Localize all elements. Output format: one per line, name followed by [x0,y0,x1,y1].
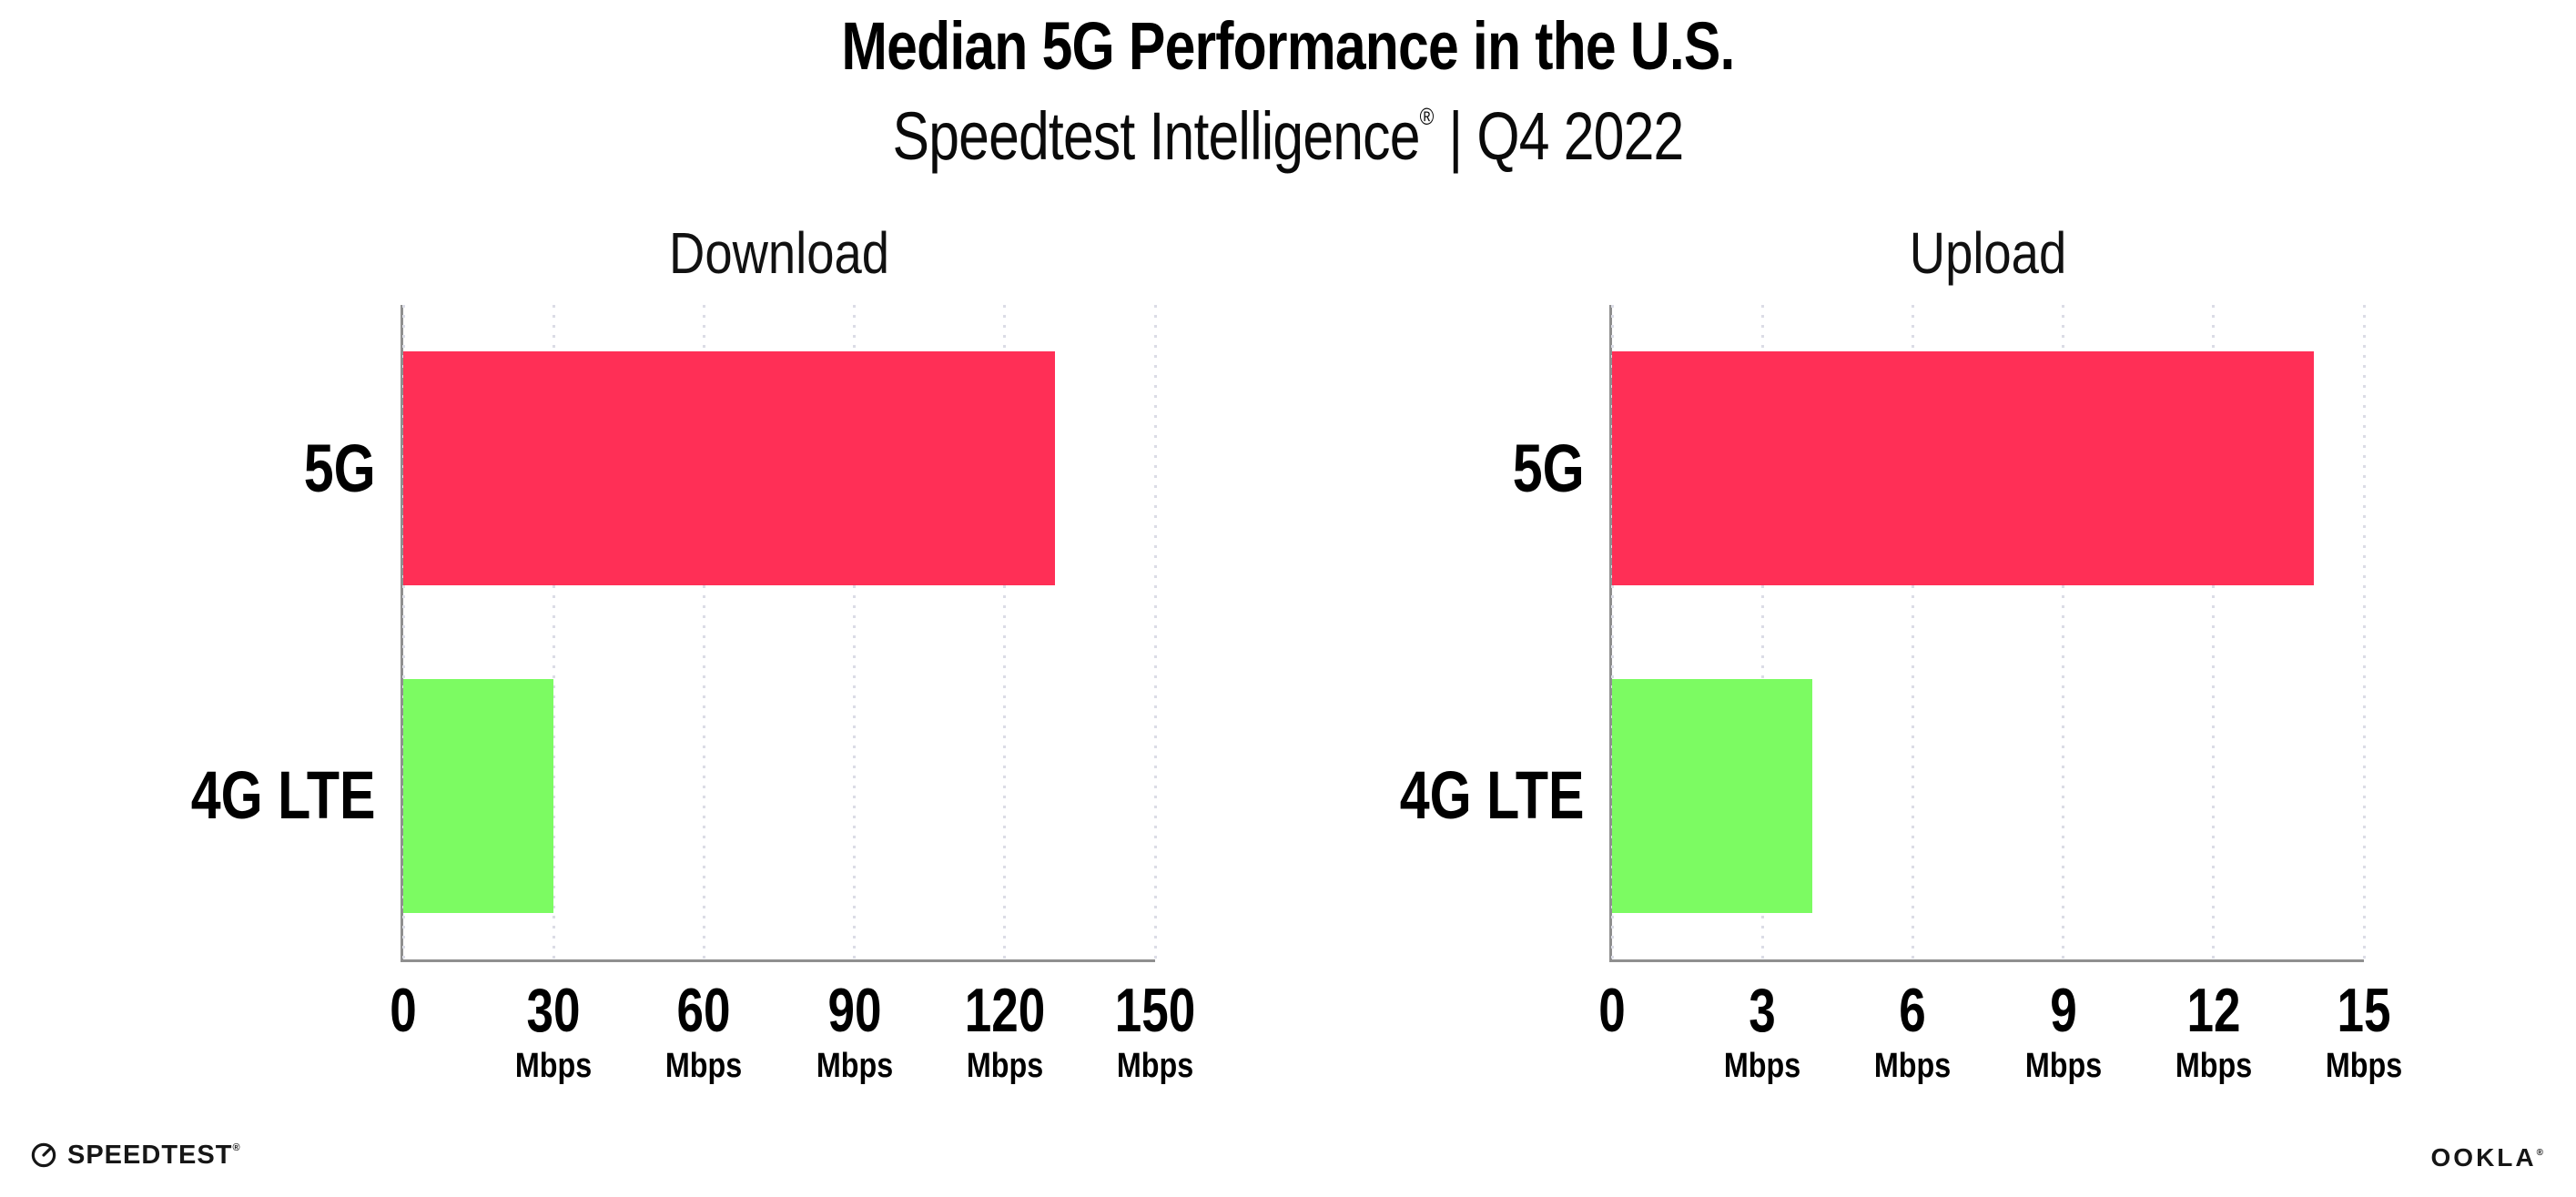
x-tick-unit: Mbps [966,1047,1043,1085]
x-tick: 15 Mbps [2318,979,2409,1083]
gridline [1610,305,1614,959]
x-tick: 60 Mbps [659,979,749,1083]
x-tick-value: 6 [1899,976,1927,1045]
ookla-wordmark-text: OOKLA [2430,1143,2537,1172]
bar-5g [1612,351,2314,586]
x-tick-unit: Mbps [1116,1047,1194,1085]
category-label-5g: 5G [304,430,376,506]
x-tick-unit: Mbps [515,1047,593,1085]
gridline [2212,305,2216,959]
category-label-5g: 5G [1513,430,1585,506]
x-tick-unit: Mbps [665,1047,743,1085]
x-tick-unit: Mbps [2325,1047,2403,1085]
x-tick-value: 30 [526,976,581,1045]
category-label-4g-lte: 4G LTE [1400,757,1585,834]
speedtest-logo: SPEEDTEST® [30,1141,240,1169]
x-tick-value: 90 [827,976,882,1045]
x-tick-unit: Mbps [816,1047,893,1085]
x-tick-value: 150 [1114,976,1196,1045]
download-plot: 5G 4G LTE 0 30 Mbps 60 Mbps 90 Mbps 120 Mbps 150 Mbp… [191,305,1195,1083]
x-tick-value: 60 [676,976,731,1045]
gridline [1153,305,1157,959]
x-tick-value: 15 [2337,976,2391,1045]
speedtest-wordmark-text: SPEEDTEST [67,1140,233,1170]
x-tick-value: 0 [390,976,417,1045]
x-tick: 0 [1595,979,1629,1041]
ookla-logo: OOKLA® [2431,1145,2543,1171]
x-tick-unit: Mbps [2024,1047,2102,1085]
x-tick: 6 Mbps [1868,979,1958,1083]
category-label-4g-lte: 4G LTE [191,757,376,834]
x-tick: 120 Mbps [953,979,1056,1083]
x-tick: 3 Mbps [1718,979,1808,1083]
gridline [2062,305,2065,959]
gridline [1003,305,1007,959]
x-tick: 30 Mbps [509,979,599,1083]
gridline [1911,305,1914,959]
x-tick: 9 Mbps [2018,979,2108,1083]
x-tick: 12 Mbps [2168,979,2258,1083]
gridline [853,305,857,959]
x-tick: 0 [386,979,421,1041]
gridline [401,305,405,959]
download-chart-title: Download [669,220,889,286]
x-tick-value: 3 [1749,976,1776,1045]
subtitle-period: | Q4 2022 [1434,98,1684,174]
upload-plot: 5G 4G LTE 0 3 Mbps 6 Mbps 9 Mbps 12 Mbps 15 Mbps [1400,305,2402,1083]
x-tick: 150 Mbps [1103,979,1206,1083]
gridline [2362,305,2366,959]
bar-4g-lte [1612,678,1813,913]
page-title: Median 5G Performance in the U.S. [841,8,1735,84]
upload-chart-title: Upload [1909,220,2067,286]
speedtest-registered-mark: ® [232,1141,240,1153]
x-tick-value: 12 [2186,976,2241,1045]
gridline [1760,305,1764,959]
x-tick-unit: Mbps [1874,1047,1952,1085]
bar-5g [403,351,1055,586]
x-tick: 90 Mbps [809,979,899,1083]
ookla-registered-mark: ® [2536,1148,2543,1158]
x-tick-value: 9 [2049,976,2077,1045]
x-tick-value: 0 [1598,976,1626,1045]
x-tick-unit: Mbps [2175,1047,2252,1085]
registered-mark: ® [1419,103,1435,130]
x-tick-value: 120 [964,976,1046,1045]
subtitle-brand: Speedtest Intelligence [892,98,1421,174]
gridline [702,305,705,959]
bar-4g-lte [403,678,554,913]
gridline [552,305,555,959]
speedtest-gauge-icon [31,1142,56,1168]
speedtest-wordmark: SPEEDTEST® [67,1140,240,1170]
x-tick-unit: Mbps [1724,1047,1801,1085]
page-subtitle: Speedtest Intelligence® | Q4 2022 [892,98,1685,174]
